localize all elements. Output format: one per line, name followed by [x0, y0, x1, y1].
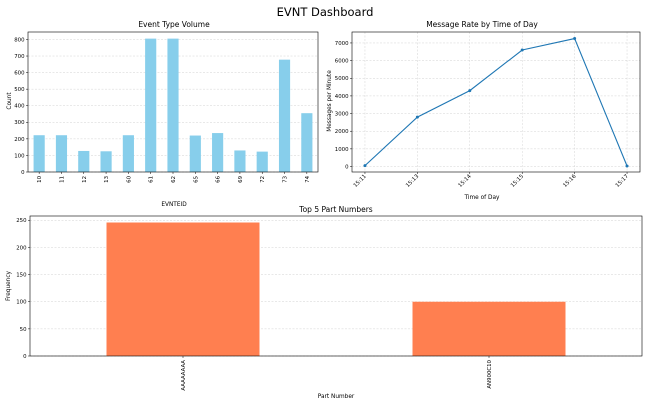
bar	[256, 151, 268, 172]
bar	[278, 59, 291, 172]
x-tick-label: 61	[149, 176, 155, 183]
x-tick-label: 11	[59, 176, 65, 183]
x-tick-label: 10	[37, 175, 43, 182]
x-tick-label: 73	[283, 176, 289, 183]
y-tick-label: 150	[16, 273, 27, 279]
y-tick-label: 7000	[335, 41, 349, 47]
x-tick-label: 12	[82, 176, 88, 183]
y-tick-label: 200	[14, 137, 25, 143]
x-tick-label: 62	[171, 176, 177, 183]
y-axis-label: Messages per Minute	[327, 70, 333, 132]
y-tick-label: 0	[23, 354, 27, 360]
bar	[78, 150, 90, 172]
x-tick-label: 65	[193, 176, 199, 183]
bar	[412, 301, 566, 356]
y-tick-label: 200	[16, 245, 27, 251]
y-tick-label: 50	[20, 327, 27, 333]
y-axis-label: Count	[7, 92, 13, 110]
y-tick-label: 700	[14, 54, 25, 60]
y-tick-label: 500	[14, 87, 25, 93]
x-tick-label: 66	[216, 175, 222, 182]
bar	[106, 222, 260, 356]
y-tick-label: 800	[14, 37, 25, 43]
x-tick-label: 15:14	[457, 173, 473, 189]
data-point	[625, 164, 629, 168]
x-axis-label: Part Number	[318, 394, 355, 400]
y-tick-label: 600	[14, 70, 25, 76]
bar	[33, 135, 45, 172]
y-tick-label: 0	[345, 164, 349, 170]
bar	[189, 135, 201, 172]
y-tick-label: 4000	[335, 94, 349, 100]
x-tick-label: 72	[260, 176, 266, 183]
data-point	[520, 48, 524, 52]
bar	[301, 113, 313, 172]
y-tick-label: 250	[16, 218, 27, 224]
chart-title: Top 5 Part Numbers	[298, 205, 373, 214]
message-rate-chart: Message Rate by Time of Day Time of Day …	[327, 20, 641, 201]
x-tick-label: 15:17	[615, 174, 630, 189]
x-tick-label: 13	[104, 176, 110, 183]
x-tick-label: AN900C10	[487, 359, 493, 388]
x-tick-label: 74	[305, 175, 311, 182]
data-point	[415, 115, 419, 119]
bar	[212, 133, 224, 172]
y-axis-label: Frequency	[6, 270, 12, 301]
y-tick-label: 100	[14, 153, 25, 159]
y-tick-label: 5000	[335, 76, 349, 82]
series-line	[364, 37, 628, 167]
y-tick-label: 100	[16, 300, 27, 306]
bar	[122, 135, 134, 172]
bar	[55, 135, 68, 172]
dashboard-title: EVNT Dashboard	[277, 5, 374, 19]
data-point	[573, 37, 577, 41]
y-tick-label: 0	[21, 170, 25, 176]
y-tick-label: 300	[14, 120, 25, 126]
y-tick-label: 3000	[335, 111, 349, 117]
plot-frame	[351, 31, 641, 173]
bar	[167, 38, 179, 172]
chart-title: Message Rate by Time of Day	[426, 20, 538, 29]
plot-frame	[29, 215, 643, 357]
bar	[100, 151, 112, 172]
bar	[234, 150, 246, 172]
plot-frame	[27, 31, 319, 173]
bar	[145, 38, 157, 172]
x-tick-label: 15:16	[562, 173, 578, 189]
x-axis-label: EVNTEID	[161, 202, 187, 208]
y-tick-label: 2000	[335, 129, 349, 135]
x-tick-label: 15:13	[405, 174, 420, 189]
x-tick-label: 69	[238, 175, 244, 182]
x-tick-label: AAAAAAAA	[181, 360, 187, 391]
event-type-volume-chart: Event Type Volume EVNTEID Count 0 100 200 3…	[7, 20, 319, 208]
x-tick-label: 15:11	[353, 174, 368, 189]
y-tick-label: 1000	[335, 147, 349, 153]
top-part-numbers-chart: Top 5 Part Numbers Part Number Frequency…	[6, 205, 643, 400]
x-tick-label: 15:15	[510, 174, 525, 189]
x-axis-label: Time of Day	[464, 195, 500, 201]
y-tick-label: 400	[14, 104, 25, 110]
data-point	[363, 164, 367, 168]
chart-title: Event Type Volume	[138, 20, 210, 29]
y-tick-label: 6000	[335, 59, 349, 65]
x-tick-label: 60	[126, 175, 132, 182]
data-point	[468, 89, 472, 93]
